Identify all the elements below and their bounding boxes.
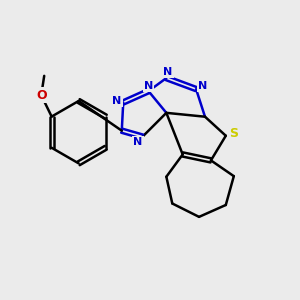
Text: O: O — [36, 89, 46, 102]
Text: N: N — [198, 80, 207, 91]
Text: S: S — [229, 127, 238, 140]
Text: N: N — [144, 81, 153, 91]
Text: N: N — [112, 96, 121, 106]
Text: N: N — [134, 137, 143, 147]
Text: N: N — [163, 67, 172, 77]
